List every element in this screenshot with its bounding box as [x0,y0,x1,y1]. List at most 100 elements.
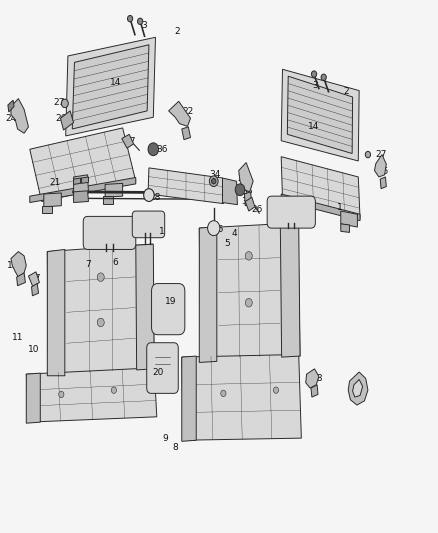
Circle shape [273,387,279,393]
Circle shape [245,252,252,260]
FancyBboxPatch shape [147,343,178,393]
Text: 36: 36 [242,188,253,196]
Polygon shape [281,194,360,221]
Polygon shape [47,244,154,376]
Text: 5: 5 [224,239,230,248]
Polygon shape [374,155,386,177]
Polygon shape [199,227,217,362]
Polygon shape [245,197,255,211]
Text: 22: 22 [183,108,194,116]
Polygon shape [239,163,253,192]
Polygon shape [199,223,300,361]
Circle shape [138,18,143,25]
Text: 9: 9 [162,434,169,442]
Polygon shape [72,45,149,129]
Polygon shape [311,385,318,397]
Circle shape [127,15,133,22]
Text: 2: 2 [343,87,349,96]
Text: 34: 34 [209,171,220,179]
Polygon shape [44,193,61,207]
Text: 36: 36 [156,145,168,154]
Polygon shape [26,373,40,423]
Polygon shape [287,76,353,154]
Text: 10: 10 [28,345,39,353]
Circle shape [148,143,159,156]
FancyBboxPatch shape [83,216,136,249]
Polygon shape [182,127,191,140]
Polygon shape [74,178,81,184]
Text: 1: 1 [159,228,165,236]
Text: 23: 23 [237,174,249,183]
Text: 17: 17 [30,274,42,283]
Polygon shape [103,196,113,204]
Polygon shape [42,206,52,213]
Circle shape [321,74,326,80]
Circle shape [61,99,68,108]
FancyBboxPatch shape [132,211,165,238]
Polygon shape [341,211,357,227]
Circle shape [365,151,371,158]
Polygon shape [11,252,26,277]
Text: 11: 11 [12,333,23,342]
Circle shape [208,221,220,236]
Circle shape [111,387,117,393]
Text: 37: 37 [242,197,253,206]
Text: 26: 26 [251,205,263,214]
Polygon shape [353,379,363,397]
Polygon shape [81,177,88,183]
Text: 8: 8 [172,443,178,452]
Text: 27: 27 [375,150,387,159]
Polygon shape [290,198,307,214]
Text: 18: 18 [312,374,324,383]
Circle shape [245,298,252,307]
Text: 21: 21 [49,178,61,187]
Text: 20: 20 [152,368,163,376]
FancyBboxPatch shape [152,284,185,335]
Polygon shape [66,37,155,136]
Text: 15: 15 [7,261,18,270]
Text: 14: 14 [110,78,122,87]
Circle shape [144,189,154,201]
Polygon shape [182,356,196,441]
Polygon shape [306,369,319,388]
Circle shape [209,176,218,187]
Text: 1: 1 [337,204,343,212]
Polygon shape [341,224,350,232]
Text: 3: 3 [312,81,318,90]
Polygon shape [47,249,65,376]
Text: 16: 16 [351,381,363,389]
Circle shape [97,318,104,327]
Circle shape [97,273,104,281]
Text: 28: 28 [150,193,161,201]
Polygon shape [244,192,252,206]
Circle shape [235,184,245,196]
Text: 14: 14 [307,123,319,131]
Text: 7: 7 [85,261,91,269]
Text: 2: 2 [175,28,180,36]
Text: 24: 24 [5,114,17,123]
Polygon shape [148,168,223,204]
Text: 6: 6 [112,258,118,266]
Polygon shape [182,354,301,440]
Text: 4: 4 [232,229,237,238]
Polygon shape [28,272,39,287]
Polygon shape [223,178,237,205]
Polygon shape [136,244,154,370]
Polygon shape [281,157,360,219]
Polygon shape [280,223,300,357]
Polygon shape [281,69,359,161]
Polygon shape [32,284,39,296]
Polygon shape [74,191,88,203]
Text: 19: 19 [165,297,177,305]
Text: 3: 3 [141,21,148,30]
Polygon shape [289,211,298,220]
Polygon shape [8,100,14,112]
Circle shape [311,71,317,77]
Text: 35: 35 [212,225,223,233]
Circle shape [221,390,226,397]
Polygon shape [380,177,386,189]
Polygon shape [60,111,74,130]
Polygon shape [348,372,368,405]
Polygon shape [17,273,25,286]
Polygon shape [26,368,157,422]
